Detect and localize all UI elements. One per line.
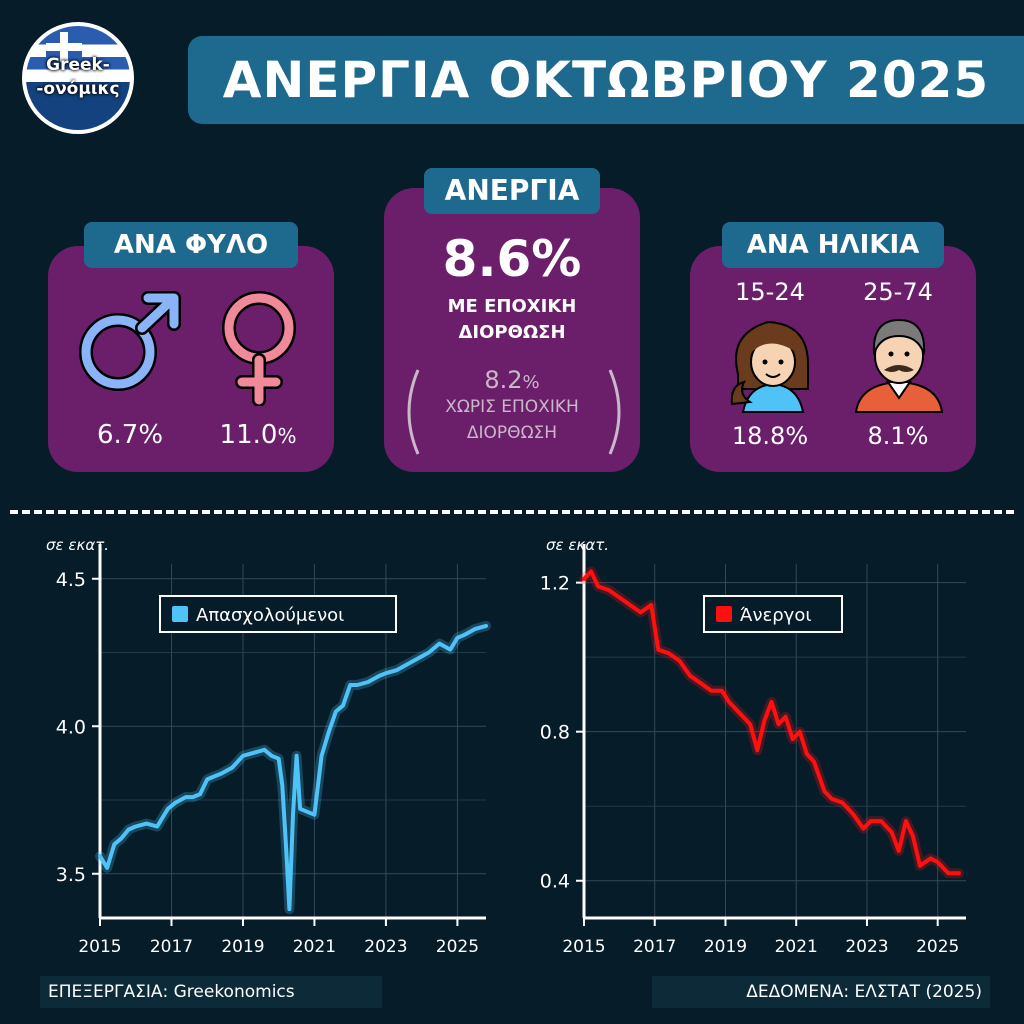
logo-text-line1: Greek- <box>46 55 110 75</box>
x-tick-label: 2021 <box>293 937 336 957</box>
unit-label: σε εκατ. <box>546 536 609 554</box>
nsa-label-line2: ΔΙΟΡΘΩΣΗ <box>466 423 558 443</box>
unemployment-rate-value: 8.6% <box>442 230 582 288</box>
unemployment-card <box>384 188 640 472</box>
gender-card-label: ΑΝΑ ΦΥΛΟ <box>84 222 298 268</box>
age-15-24-unemployment-value: 18.8% <box>731 422 809 450</box>
female-symbol-icon <box>222 291 296 406</box>
dashed-separator <box>10 510 1014 514</box>
male-symbol-icon <box>79 291 181 391</box>
legend-box <box>159 595 397 633</box>
gender-card <box>48 246 334 472</box>
female-value-unit: % <box>277 424 297 448</box>
sa-label-line2: ΔΙΟΡΘΩΣΗ <box>458 322 566 343</box>
female-value-number: 11.0 <box>219 420 278 450</box>
unit-label: σε εκατ. <box>46 536 109 554</box>
young-woman-icon <box>730 320 809 413</box>
greekonomics-logo: Greek- -ονόμικς <box>22 22 134 134</box>
unemployed-chart: 0.4 0.8 1.2 2015 2017 2019 2021 2023 2025 σε εκατ… <box>540 536 966 957</box>
series-line <box>98 623 488 912</box>
nsa-value: 8.2% <box>384 366 640 394</box>
parentheses-decoration <box>407 369 621 455</box>
age-group-15-24-label: 15-24 <box>735 278 805 306</box>
male-unemployment-value: 6.7% <box>96 420 164 450</box>
x-tick-label: 2023 <box>845 937 888 957</box>
title-banner <box>188 36 1024 124</box>
older-man-icon <box>854 318 944 413</box>
age-card-label: ΑΝΑ ΗΛΙΚΙΑ <box>722 222 944 268</box>
age-group-25-74-label: 25-74 <box>863 278 933 306</box>
y-tick-label: 4.5 <box>56 569 86 591</box>
age-25-74-unemployment-value: 8.1% <box>867 422 929 450</box>
page-title: ΑΝΕΡΓΙΑ ΟΚΤΩΒΡΙΟΥ 2025 <box>222 51 990 109</box>
logo-text-line2: -ονόμικς <box>36 79 120 99</box>
x-tick-label: 2019 <box>221 937 264 957</box>
nsa-label-line1: ΧΩΡΙΣ ΕΠΟΧΙΚΗ <box>445 397 579 417</box>
x-tick-label: 2015 <box>562 937 605 957</box>
non-seasonally-adjusted-block: 8.2% ΧΩΡΙΣ ΕΠΟΧΙΚΗ ΔΙΟΡΘΩΣΗ <box>384 366 640 446</box>
x-tick-label: 2025 <box>916 937 959 957</box>
x-tick-label: 2015 <box>78 937 121 957</box>
legend-swatch <box>172 606 188 622</box>
x-tick-label: 2019 <box>704 937 747 957</box>
y-tick-label: 3.5 <box>56 864 86 886</box>
y-tick-label: 0.8 <box>540 722 570 744</box>
footer-credit: ΕΠΕΞΕΡΓΑΣΙΑ: Greekonomics <box>40 976 382 1008</box>
sa-label-line1: ΜΕ ΕΠΟΧΙΚΗ <box>447 296 577 317</box>
y-tick-label: 1.2 <box>540 573 570 595</box>
legend-label: Άνεργοι <box>740 605 811 626</box>
y-tick-label: 0.4 <box>540 871 570 893</box>
employed-chart: 3.5 4.0 4.5 2015 2017 2019 2021 2023 2025 σε εκατ… <box>46 536 491 957</box>
legend-swatch <box>716 606 732 622</box>
y-tick-label: 4.0 <box>56 716 86 738</box>
nsa-value-number: 8.2 <box>484 366 523 394</box>
x-tick-label: 2017 <box>633 937 676 957</box>
footer-source: ΔΕΔΟΜΕΝΑ: ΕΛΣΤΑΤ (2025) <box>652 976 990 1008</box>
greek-flag-cross-icon <box>46 32 82 62</box>
legend-box <box>703 595 843 633</box>
x-tick-label: 2023 <box>364 937 407 957</box>
legend-label: Απασχολούμενοι <box>196 605 344 626</box>
female-unemployment-value: 11.0% <box>196 420 320 450</box>
unemployment-card-label: ΑΝΕΡΓΙΑ <box>424 168 600 214</box>
series-line <box>582 569 961 876</box>
nsa-value-unit: % <box>522 372 540 393</box>
seasonally-adjusted-label: ΜΕ ΕΠΟΧΙΚΗ ΔΙΟΡΘΩΣΗ <box>384 294 640 346</box>
x-tick-label: 2021 <box>775 937 818 957</box>
x-tick-label: 2025 <box>436 937 479 957</box>
x-tick-label: 2017 <box>150 937 193 957</box>
